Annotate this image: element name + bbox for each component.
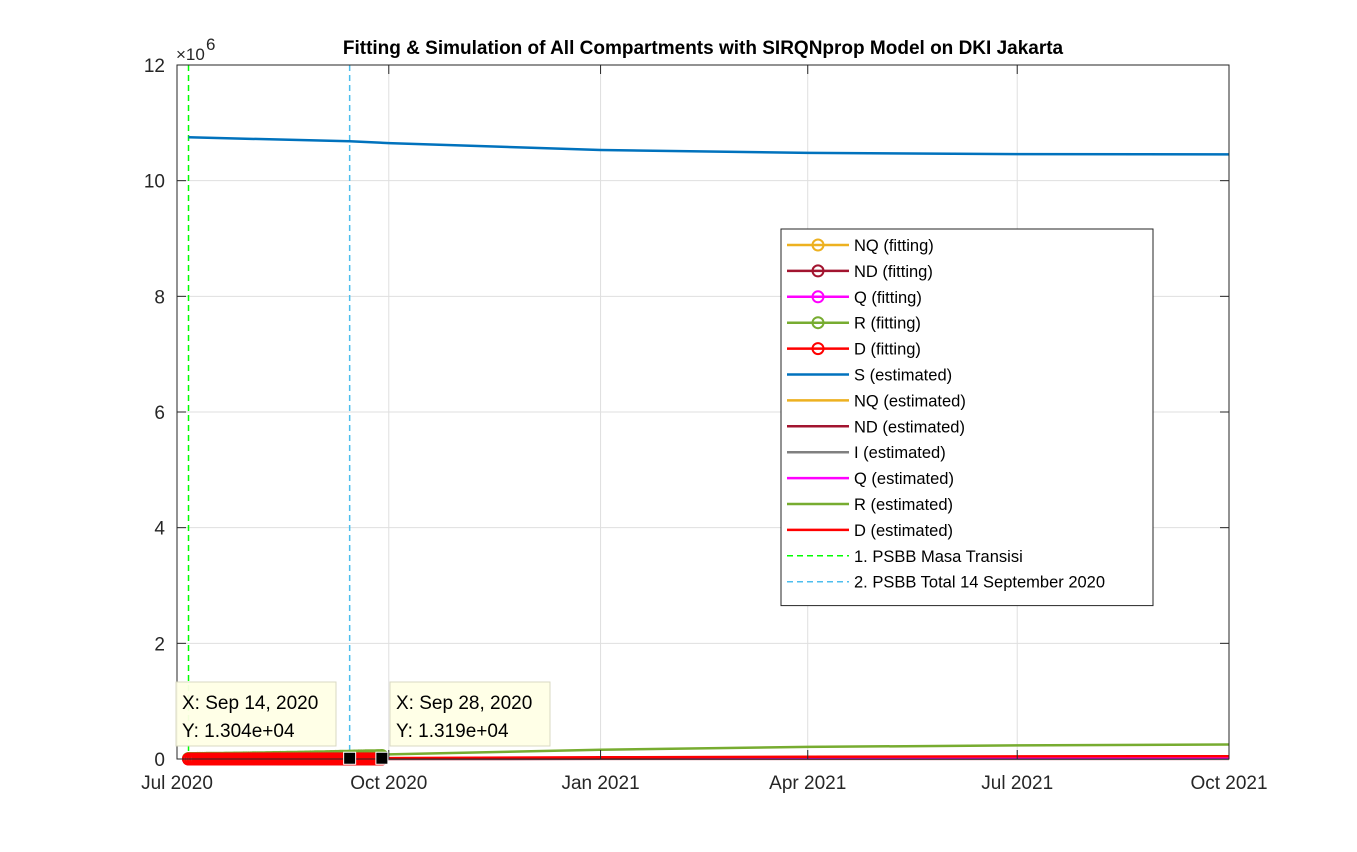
datatip[interactable]: X: Sep 14, 2020 Y: 1.304e+04 [175,681,357,765]
x-tick-label: Jan 2021 [561,773,639,794]
datatip-x-text: X: Sep 28, 2020 [396,693,532,714]
axis-ticks: Jul 2020 Oct 2020 Jan 2021 Apr 2021 Jul 2021… [141,56,1267,794]
legend-label: NQ (fitting) [854,237,934,255]
legend-marker [811,264,825,278]
y-tick-label: 10 [144,172,165,193]
legend-entry[interactable]: ND (fitting) [787,263,933,281]
legend-entry[interactable]: 1. PSBB Masa Transisi [787,548,1023,566]
datatip-marker[interactable] [375,751,389,765]
legend-marker [811,342,825,356]
x-tick-label: Apr 2021 [769,773,846,794]
legend-entry[interactable]: R (fitting) [787,315,921,333]
legend-entry[interactable]: NQ (fitting) [787,237,934,255]
y-tick-label: 2 [154,634,165,655]
legend-marker [811,290,825,304]
legend-entry[interactable]: ND (estimated) [787,418,965,436]
legend-label: ND (fitting) [854,263,933,281]
legend-label: I (estimated) [854,444,946,462]
legend-label: 2. PSBB Total 14 September 2020 [854,574,1105,592]
y-tick-label: 6 [154,403,165,424]
legend-label: ND (estimated) [854,418,965,436]
datatip-box [175,681,337,747]
datatip-x-text: X: Sep 14, 2020 [182,693,318,714]
chart-title: Fitting & Simulation of All Compartments… [343,38,1064,59]
legend-box [780,228,1154,607]
legend-marker [811,316,825,330]
x-tick-label: Jul 2020 [141,773,213,794]
x-tick-label: Oct 2021 [1190,773,1267,794]
datatip[interactable]: X: Sep 28, 2020 Y: 1.319e+04 [375,681,551,765]
legend[interactable]: NQ (fitting) ND (fitting) Q (fitting) R (fi… [780,228,1154,607]
series-line [188,136,1230,156]
vertical-event-lines [187,65,351,759]
x-tick-label: Jul 2021 [981,773,1053,794]
legend-entry[interactable]: D (fitting) [787,341,921,359]
legend-entry[interactable]: I (estimated) [787,444,946,462]
y-exponent-base: ×10 [176,45,205,64]
legend-entry[interactable]: 2. PSBB Total 14 September 2020 [787,574,1105,592]
datatip-y-text: Y: 1.304e+04 [182,721,295,742]
legend-entry[interactable]: NQ (estimated) [787,392,966,410]
y-tick-label: 12 [144,56,165,77]
legend-label: R (estimated) [854,496,953,514]
legend-marker [811,238,825,252]
legend-entry[interactable]: R (estimated) [787,496,953,514]
legend-entry[interactable]: D (estimated) [787,522,953,540]
legend-entry[interactable]: Q (estimated) [787,470,954,488]
y-tick-label: 8 [154,287,165,308]
legend-label: S (estimated) [854,367,952,385]
datatip-box [389,681,551,747]
legend-label: Q (fitting) [854,289,922,307]
datatips[interactable]: X: Sep 14, 2020 Y: 1.304e+04 X: Sep 28, 20… [175,681,551,765]
legend-label: D (fitting) [854,341,921,359]
y-exponent-power: 6 [206,35,215,54]
y-tick-label: 0 [154,750,165,771]
y-exponent-label: ×10 6 [176,35,215,64]
legend-entry[interactable]: S (estimated) [787,367,952,385]
legend-entry[interactable]: Q (fitting) [787,289,922,307]
datatip-marker[interactable] [343,751,357,765]
x-tick-label: Oct 2020 [350,773,427,794]
legend-label: 1. PSBB Masa Transisi [854,548,1023,566]
legend-label: Q (estimated) [854,470,954,488]
legend-label: R (fitting) [854,315,921,333]
legend-label: NQ (estimated) [854,392,966,410]
y-tick-label: 4 [154,519,165,540]
datatip-y-text: Y: 1.319e+04 [396,721,509,742]
legend-label: D (estimated) [854,522,953,540]
